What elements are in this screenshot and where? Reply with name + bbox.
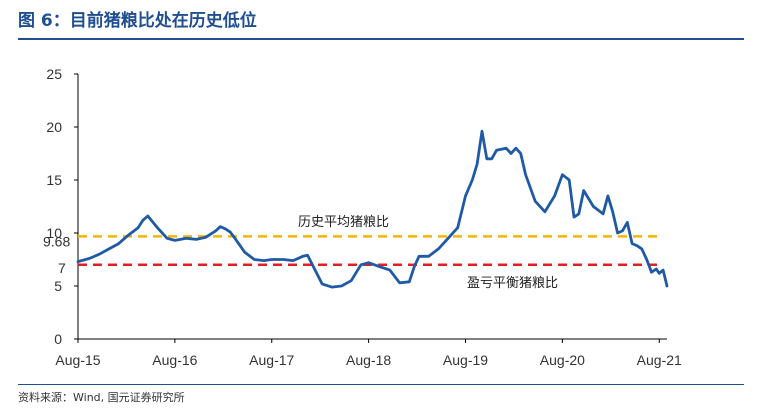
tick-labels: 0 5 10 15 20 25 Aug-15 Aug-16 Aug-17 Aug-18 Aug-19… — [43, 66, 682, 368]
x-tick-label: Aug-15 — [55, 352, 100, 368]
x-tick-label: Aug-18 — [346, 352, 391, 368]
x-tick-label: Aug-20 — [540, 352, 585, 368]
x-tick-label: Aug-21 — [637, 352, 682, 368]
break-even-line-label: 盈亏平衡猪粮比 — [467, 276, 558, 291]
y-tick-label: 10 — [46, 225, 62, 241]
x-tick-label: Aug-17 — [249, 352, 294, 368]
y-tick-label: 0 — [54, 331, 62, 347]
source-note: 资料来源：Wind, 国元证券研究所 — [18, 391, 185, 404]
y-tick-label: 20 — [46, 119, 62, 135]
title-rule — [18, 38, 744, 40]
break-even-value-label: 7 — [58, 260, 66, 276]
footer-rule — [18, 384, 744, 385]
figure-title: 图 6：目前猪粮比处在历史低位 — [18, 11, 257, 31]
y-tick-label: 25 — [46, 66, 62, 82]
avg-value-label: 9.68 — [43, 233, 70, 249]
chart-axes — [74, 73, 667, 343]
line-chart: 0 5 10 15 20 25 Aug-15 Aug-16 Aug-17 Aug-18 Aug-19… — [43, 66, 682, 368]
series-line — [76, 129, 669, 289]
series-layer — [76, 129, 669, 289]
y-tick-label: 5 — [54, 278, 62, 294]
reference-lines — [78, 235, 659, 267]
x-tick-label: Aug-16 — [152, 352, 197, 368]
y-tick-label: 15 — [46, 172, 62, 188]
x-tick-label: Aug-19 — [443, 352, 488, 368]
avg-line-label: 历史平均猪粮比 — [298, 215, 389, 230]
